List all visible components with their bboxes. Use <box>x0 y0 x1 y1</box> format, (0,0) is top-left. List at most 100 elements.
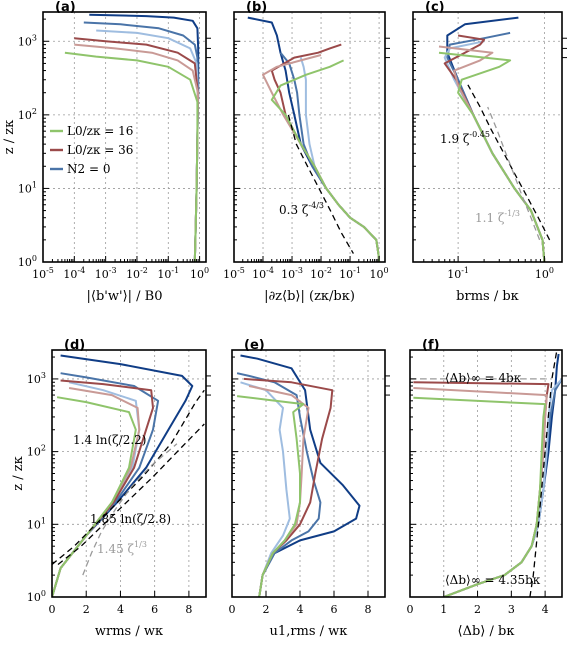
fit-annotation-text: 1.1 ζ <box>475 211 505 225</box>
series-group <box>52 354 205 597</box>
x-tick-label-exp: -2 <box>324 266 332 275</box>
x-tick-label-exp: -1 <box>353 266 361 275</box>
series-group <box>64 13 200 262</box>
panel-e: 0 2 4 6 8 (e) u1,rms / wκ <box>229 338 390 639</box>
x-tick-label: 2 <box>474 603 481 616</box>
x-tick-label: 10-1 <box>339 266 361 281</box>
x-tick-label-base: 10 <box>63 268 77 281</box>
x-tick-label-base: 10 <box>95 268 109 281</box>
fit-annotation: 1.9 ζ-0.45 <box>440 130 490 146</box>
x-axis-label: brms / bκ <box>456 289 519 304</box>
x-tick-label: 2 <box>263 603 270 616</box>
y-tick-label-exp: 1 <box>32 180 37 189</box>
legend: L0/zκ = 16 L0/zκ = 36 N2 = 0 <box>50 124 133 176</box>
series-line <box>52 354 194 597</box>
y-tick-label-base: 10 <box>18 182 32 195</box>
x-tick-label-base: 10 <box>157 268 171 281</box>
x-tick-label-exp: -5 <box>237 266 245 275</box>
fit-annotation-text: ⟨Δb⟩∞ = 4bκ <box>445 371 522 385</box>
panel-b: 10-5 10-4 10-3 10-2 10-1 100(b)|∂z⟨b⟩| (zκ/bκ… <box>223 0 390 304</box>
fit-line <box>487 106 541 241</box>
y-tick-label: 100 <box>18 254 37 269</box>
panel-label: (a) <box>55 0 76 15</box>
panel-f: 0 1 2 3 4 (f) ⟨Δb⟩ / bκ ⟨Δb⟩∞ = 4bκ ⟨Δb⟩∞ = 4.35… <box>407 338 567 639</box>
x-tick-label-exp: -5 <box>46 266 54 275</box>
fit-annotation-text: 0.3 ζ <box>279 203 309 217</box>
fit-annotation-text: 1.9 ζ <box>440 132 470 146</box>
x-tick-label-base: 10 <box>281 268 295 281</box>
series-line <box>413 396 547 597</box>
x-tick-label: 2 <box>83 603 90 616</box>
x-tick-label-exp: -4 <box>266 266 274 275</box>
x-tick-label-base: 10 <box>126 268 140 281</box>
x-tick-label-base: 10 <box>310 268 324 281</box>
series-line <box>52 396 137 597</box>
series-line <box>243 377 334 597</box>
x-tick-label: 100 <box>535 266 554 281</box>
y-tick-label: 102 <box>18 107 37 122</box>
grid <box>413 12 562 262</box>
y-tick-label-exp: 3 <box>41 371 46 380</box>
x-axis-label: wrms / wκ <box>95 624 163 639</box>
x-tick-label-exp: 0 <box>549 266 554 275</box>
fit-line <box>467 84 551 241</box>
x-tick-label: 6 <box>151 603 158 616</box>
x-tick-label-exp: -1 <box>461 266 469 275</box>
fit-annotation-text: 1.4 ln(ζ/2.2) <box>73 433 146 447</box>
x-tick-label: 8 <box>365 603 372 616</box>
x-tick-label: 10-1 <box>447 266 469 281</box>
grid <box>233 12 385 262</box>
y-tick-label-base: 10 <box>27 446 41 459</box>
x-tick-label: 0 <box>49 603 56 616</box>
x-tick-label: 6 <box>331 603 338 616</box>
plot-frame <box>409 349 563 598</box>
y-tick-label-base: 10 <box>18 35 32 48</box>
x-tick-label: 4 <box>542 603 549 616</box>
x-tick-label: 10-3 <box>281 266 303 281</box>
x-tick-label-exp: -4 <box>77 266 85 275</box>
y-axis-label: z / zκ <box>11 456 26 490</box>
y-tick-label-base: 10 <box>18 109 32 122</box>
x-tick-label: 10-3 <box>95 266 117 281</box>
x-tick-label-exp: 0 <box>384 266 389 275</box>
fit-annotation: 1.85 ln(ζ/2.8) <box>90 512 171 526</box>
series-line <box>413 387 548 597</box>
x-axis-label: u1,rms / wκ <box>270 624 348 639</box>
fit-line <box>82 443 178 576</box>
x-tick-label: 10-4 <box>252 266 274 281</box>
x-tick-label-base: 10 <box>447 268 461 281</box>
legend-label: L0/zκ = 16 <box>67 124 133 138</box>
y-tick-label-base: 10 <box>27 373 41 386</box>
series-group <box>438 16 551 262</box>
fit-annotation-exp: -0.45 <box>469 130 490 139</box>
y-tick-label: 102 <box>27 444 46 459</box>
x-tick-label: 10-1 <box>157 266 179 281</box>
fit-annotation: ⟨Δb⟩∞ = 4bκ <box>445 371 522 385</box>
fit-annotation-text: 1.85 ln(ζ/2.8) <box>90 512 171 526</box>
y-tick-label: 103 <box>27 371 46 386</box>
x-tick-label-base: 10 <box>370 268 384 281</box>
x-tick-label-exp: -3 <box>295 266 303 275</box>
series-group <box>236 354 361 597</box>
x-tick-label-base: 10 <box>223 268 237 281</box>
x-tick-label: 4 <box>297 603 304 616</box>
x-axis-label: ⟨Δb⟩ / bκ <box>458 624 515 639</box>
y-tick-label: 103 <box>18 33 37 48</box>
series-line <box>236 372 322 597</box>
fit-annotation-exp: -4/3 <box>308 201 324 210</box>
x-tick-label-base: 10 <box>190 268 204 281</box>
x-tick-label: 0 <box>229 603 236 616</box>
grid <box>410 350 562 597</box>
x-tick-label: 10-5 <box>223 266 245 281</box>
x-tick-label: 10-2 <box>126 266 148 281</box>
fit-annotation-text: 1.45 ζ <box>97 542 135 556</box>
fit-annotation-text: ⟨Δb⟩∞ = 4.35bκ <box>445 573 541 587</box>
x-tick-label-base: 10 <box>32 268 46 281</box>
y-tick-label: 101 <box>27 516 46 531</box>
y-tick-label-exp: 2 <box>41 444 46 453</box>
y-tick-label: 100 <box>27 589 46 604</box>
y-tick-label-base: 10 <box>27 591 41 604</box>
fit-annotation-exp: 1/3 <box>134 540 147 549</box>
